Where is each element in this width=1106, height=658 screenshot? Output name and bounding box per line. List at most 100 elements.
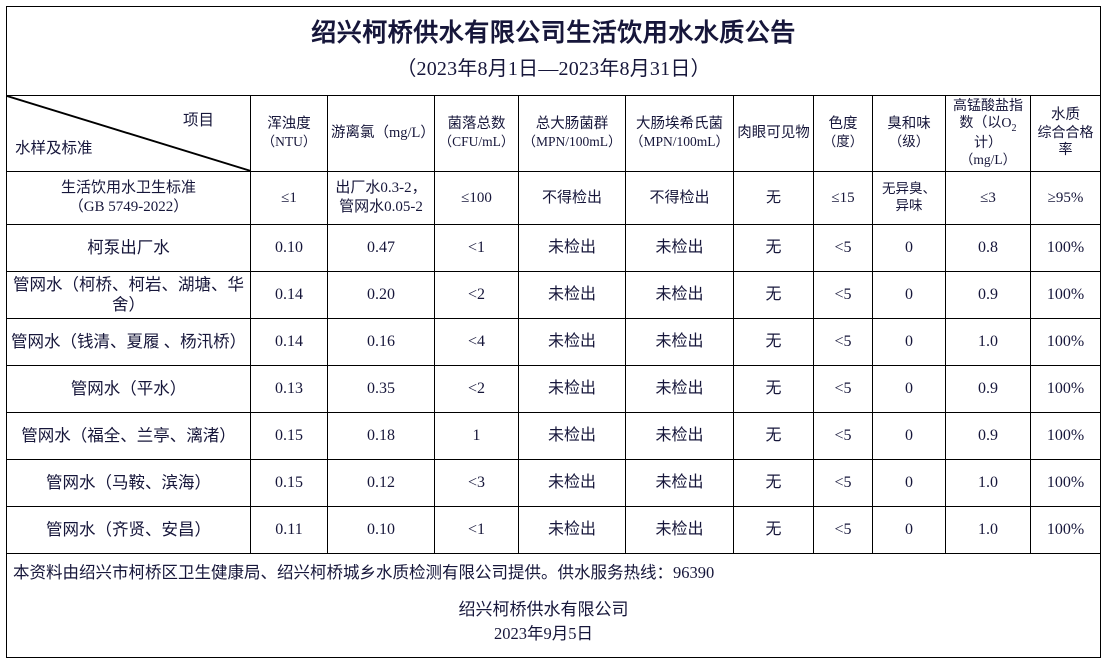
cell-e-coli: 未检出 xyxy=(625,223,734,272)
cell-chroma: <5 xyxy=(813,364,873,413)
header-total-coliform: 总大肠菌群 （MPN/100mL） xyxy=(518,95,626,172)
cell-turbidity: 0.13 xyxy=(250,364,328,413)
cell-odor: 0 xyxy=(872,411,946,460)
standard-free-chlorine: 出厂水0.3-2， 管网水0.05-2 xyxy=(327,170,435,225)
water-quality-report-page: 绍兴柯桥供水有限公司生活饮用水水质公告 （2023年8月1日—2023年8月31… xyxy=(5,6,1102,658)
cell-pass-rate: 100% xyxy=(1029,270,1102,319)
cell-visible-matter: 无 xyxy=(733,411,814,460)
standard-pass-rate: ≥95% xyxy=(1029,170,1102,225)
header-free-chlorine: 游离氯（mg/L） xyxy=(327,95,435,172)
standard-visible-matter: 无 xyxy=(733,170,814,225)
header-turbidity: 浑浊度 （NTU） xyxy=(250,95,328,172)
report-title: 绍兴柯桥供水有限公司生活饮用水水质公告 xyxy=(311,20,796,48)
table-row: 管网水（钱清、夏履 、杨汛桥） 0.14 0.16 <4 未检出 未检出 无 <… xyxy=(6,317,1102,366)
cell-e-coli: 未检出 xyxy=(625,270,734,319)
standard-total-coliform: 不得检出 xyxy=(518,170,626,225)
cell-permanganate: 0.9 xyxy=(945,411,1031,460)
cell-colony-count: <4 xyxy=(434,317,519,366)
cell-chroma: <5 xyxy=(813,317,873,366)
cell-total-coliform: 未检出 xyxy=(518,505,626,554)
cell-permanganate: 1.0 xyxy=(945,505,1031,554)
cell-free-chlorine: 0.20 xyxy=(327,270,435,319)
row-label: 管网水（齐贤、安昌） xyxy=(6,505,251,554)
cell-visible-matter: 无 xyxy=(733,317,814,366)
cell-permanganate: 1.0 xyxy=(945,458,1031,507)
cell-free-chlorine: 0.12 xyxy=(327,458,435,507)
cell-visible-matter: 无 xyxy=(733,505,814,554)
cell-pass-rate: 100% xyxy=(1029,505,1102,554)
row-label: 管网水（马鞍、滨海） xyxy=(6,458,251,507)
diagonal-divider-icon xyxy=(7,96,250,171)
cell-pass-rate: 100% xyxy=(1029,458,1102,507)
footer-cell: 本资料由绍兴市柯桥区卫生健康局、绍兴柯桥城乡水质检测有限公司提供。供水服务热线：… xyxy=(5,552,1102,658)
header-row: 项目 水样及标准 浑浊度 （NTU） 游离氯（mg/L） 菌落总数 （CFU/m… xyxy=(6,95,1102,172)
cell-permanganate: 1.0 xyxy=(945,317,1031,366)
table-row: 管网水（齐贤、安昌） 0.11 0.10 <1 未检出 未检出 无 <5 0 1… xyxy=(6,505,1102,554)
cell-e-coli: 未检出 xyxy=(625,317,734,366)
cell-chroma: <5 xyxy=(813,411,873,460)
row-label: 管网水（柯桥、柯岩、湖塘、华舍） xyxy=(6,270,251,319)
row-label: 管网水（钱清、夏履 、杨汛桥） xyxy=(6,317,251,366)
cell-odor: 0 xyxy=(872,505,946,554)
cell-visible-matter: 无 xyxy=(733,364,814,413)
cell-turbidity: 0.10 xyxy=(250,223,328,272)
cell-colony-count: <2 xyxy=(434,364,519,413)
cell-total-coliform: 未检出 xyxy=(518,223,626,272)
footer-date: 2023年9月5日 xyxy=(494,624,594,644)
cell-e-coli: 未检出 xyxy=(625,364,734,413)
cell-turbidity: 0.14 xyxy=(250,317,328,366)
cell-visible-matter: 无 xyxy=(733,270,814,319)
cell-permanganate: 0.8 xyxy=(945,223,1031,272)
cell-free-chlorine: 0.35 xyxy=(327,364,435,413)
cell-turbidity: 0.11 xyxy=(250,505,328,554)
cell-odor: 0 xyxy=(872,364,946,413)
standard-permanganate: ≤3 xyxy=(945,170,1031,225)
cell-free-chlorine: 0.18 xyxy=(327,411,435,460)
cell-odor: 0 xyxy=(872,270,946,319)
header-pass-rate: 水质 综合合格率 xyxy=(1029,95,1102,172)
header-colony-count: 菌落总数 （CFU/mL） xyxy=(434,95,519,172)
cell-e-coli: 未检出 xyxy=(625,458,734,507)
standard-chroma: ≤15 xyxy=(813,170,873,225)
cell-free-chlorine: 0.47 xyxy=(327,223,435,272)
standard-e-coli: 不得检出 xyxy=(625,170,734,225)
cell-chroma: <5 xyxy=(813,458,873,507)
cell-total-coliform: 未检出 xyxy=(518,458,626,507)
report-title-cell: 绍兴柯桥供水有限公司生活饮用水水质公告 （2023年8月1日—2023年8月31… xyxy=(5,6,1102,96)
cell-colony-count: <2 xyxy=(434,270,519,319)
cell-colony-count: <1 xyxy=(434,223,519,272)
cell-pass-rate: 100% xyxy=(1029,364,1102,413)
standard-colony-count: ≤100 xyxy=(434,170,519,225)
cell-total-coliform: 未检出 xyxy=(518,411,626,460)
corner-label-sample: 水样及标准 xyxy=(15,139,93,157)
row-label: 管网水（福全、兰亭、漓渚） xyxy=(6,411,251,460)
cell-total-coliform: 未检出 xyxy=(518,317,626,366)
cell-odor: 0 xyxy=(872,458,946,507)
title-row: 绍兴柯桥供水有限公司生活饮用水水质公告 （2023年8月1日—2023年8月31… xyxy=(5,6,1102,96)
header-odor: 臭和味 （级） xyxy=(872,95,946,172)
cell-free-chlorine: 0.16 xyxy=(327,317,435,366)
cell-pass-rate: 100% xyxy=(1029,411,1102,460)
cell-colony-count: <3 xyxy=(434,458,519,507)
table-row: 管网水（平水） 0.13 0.35 <2 未检出 未检出 无 <5 0 0.9 … xyxy=(6,364,1102,413)
table-row: 管网水（马鞍、滨海） 0.15 0.12 <3 未检出 未检出 无 <5 0 1… xyxy=(6,458,1102,507)
standard-turbidity: ≤1 xyxy=(250,170,328,225)
cell-permanganate: 0.9 xyxy=(945,270,1031,319)
table-row: 管网水（柯桥、柯岩、湖塘、华舍） 0.14 0.20 <2 未检出 未检出 无 … xyxy=(6,270,1102,319)
cell-e-coli: 未检出 xyxy=(625,505,734,554)
cell-colony-count: 1 xyxy=(434,411,519,460)
cell-free-chlorine: 0.10 xyxy=(327,505,435,554)
standard-label: 生活饮用水卫生标准 （GB 5749-2022） xyxy=(6,170,251,225)
footer-signature: 绍兴柯桥供水有限公司 2023年9月5日 xyxy=(13,597,1094,647)
header-permanganate: 高锰酸盐指 数（以O2计） （mg/L） xyxy=(945,95,1031,172)
cell-visible-matter: 无 xyxy=(733,458,814,507)
corner-label-item: 项目 xyxy=(182,112,214,129)
cell-visible-matter: 无 xyxy=(733,223,814,272)
cell-turbidity: 0.15 xyxy=(250,458,328,507)
cell-colony-count: <1 xyxy=(434,505,519,554)
cell-e-coli: 未检出 xyxy=(625,411,734,460)
water-quality-table: 绍兴柯桥供水有限公司生活饮用水水质公告 （2023年8月1日—2023年8月31… xyxy=(5,6,1102,658)
row-label: 柯泵出厂水 xyxy=(6,223,251,272)
footer-note: 本资料由绍兴市柯桥区卫生健康局、绍兴柯桥城乡水质检测有限公司提供。供水服务热线：… xyxy=(13,562,715,582)
cell-chroma: <5 xyxy=(813,270,873,319)
